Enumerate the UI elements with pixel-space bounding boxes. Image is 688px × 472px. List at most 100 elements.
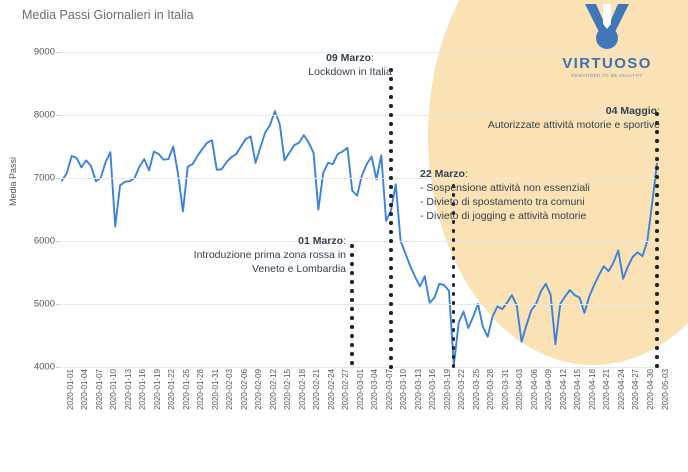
marker-dot [388, 338, 393, 342]
x-tick-label: 2020-04-21 [602, 369, 612, 410]
series-path [61, 110, 658, 367]
x-tick-label: 2020-04-15 [573, 369, 583, 410]
marker-dot [655, 238, 659, 242]
marker-dot [655, 328, 659, 332]
anno-colon: : [464, 168, 468, 180]
marker-dot [388, 176, 393, 180]
marker-dot [388, 302, 393, 306]
marker-dot [388, 140, 393, 144]
marker-dot [451, 274, 456, 278]
x-tick-label: 2020-04-12 [558, 369, 568, 410]
anno-22-marzo-line-3: - Divieto di jogging e attività motorie [420, 210, 587, 223]
marker-dot [388, 149, 393, 153]
x-tick-label: 2020-03-19 [442, 369, 452, 410]
marker-dot [388, 167, 393, 171]
marker-dot [350, 253, 354, 257]
marker-dot [655, 166, 659, 170]
x-tick-label: 2020-01-22 [167, 369, 177, 410]
marker-dot [388, 365, 393, 369]
marker-dot [350, 316, 354, 320]
x-axis-tick-labels: 2020-01-01 2020-01-04 2020-01-07 2020-01-10… [62, 369, 670, 469]
marker-dot [655, 193, 659, 197]
gridline [62, 367, 657, 368]
y-tick-mark [56, 367, 61, 368]
x-tick-label: 2020-01-31 [210, 369, 220, 410]
y-tick-label: 4000 [33, 361, 55, 373]
marker-dot [451, 283, 456, 287]
gridline [62, 115, 657, 116]
x-tick-label: 2020-02-06 [239, 369, 249, 410]
anno-22-marzo-line-1: - Sospensione attività non essenziali [420, 182, 590, 195]
marker-dot [388, 203, 393, 207]
x-tick-label: 2020-03-10 [399, 369, 409, 410]
marker-dot [655, 355, 659, 359]
gridline [62, 304, 657, 305]
marker-dot [350, 262, 354, 266]
marker-dot [388, 68, 393, 72]
marker-dot [451, 301, 456, 305]
x-tick-label: 2020-01-01 [65, 369, 75, 410]
marker-dot [451, 337, 456, 341]
gridline [62, 178, 657, 179]
x-tick-label: 2020-02-09 [254, 369, 264, 410]
x-tick-label: 2020-02-21 [312, 369, 322, 410]
x-tick-label: 2020-01-13 [123, 369, 133, 410]
series-line-media-passi [61, 110, 658, 367]
x-tick-label: 2020-03-25 [471, 369, 481, 410]
x-tick-label: 2020-03-16 [428, 369, 438, 410]
x-tick-label: 2020-01-28 [196, 369, 206, 410]
x-tick-label: 2020-02-15 [283, 369, 293, 410]
marker-dot [388, 77, 393, 81]
marker-dot [451, 328, 456, 332]
y-tick-label: 7000 [33, 172, 55, 184]
anno-colon: : [371, 52, 374, 64]
marker-dot [451, 319, 456, 323]
marker-dot [451, 265, 456, 269]
marker-dot [388, 320, 393, 324]
x-tick-label: 2020-04-18 [587, 369, 597, 410]
marker-dot [350, 280, 354, 284]
marker-dot [350, 289, 354, 293]
marker-dot [388, 356, 393, 360]
anno-22-marzo-heading: 22 Marzo [420, 168, 465, 180]
x-tick-label: 2020-01-25 [181, 369, 191, 410]
marker-dot [350, 343, 354, 347]
marker-dot [655, 130, 659, 134]
x-tick-label: 2020-02-12 [268, 369, 278, 410]
marker-dot [451, 364, 456, 368]
marker-dot [655, 301, 659, 305]
marker-dot [655, 346, 659, 350]
x-tick-label: 2020-04-03 [515, 369, 525, 410]
page-title: Media Passi Giornalieri in Italia [22, 8, 194, 22]
anno-01-marzo-line-1: Introduzione prima zona rossa in [193, 249, 346, 262]
marker-dot [655, 310, 659, 314]
y-tick-label: 6000 [33, 235, 55, 247]
anno-colon: : [343, 235, 346, 247]
anno-01-marzo: 01 Marzo: Introduzione prima zona rossa … [150, 234, 346, 276]
marker-dot [451, 184, 456, 188]
marker-dot [655, 157, 659, 161]
x-tick-label: 2020-05-03 [660, 369, 670, 410]
marker-dot [655, 112, 659, 116]
marker-dot [350, 352, 354, 356]
anno-09-marzo-heading: 09 Marzo [326, 52, 371, 64]
marker-dot [388, 158, 393, 162]
marker-dot [388, 239, 393, 243]
x-tick-label: 2020-04-30 [645, 369, 655, 410]
marker-dot [655, 121, 659, 125]
marker-dot [451, 355, 456, 359]
marker-dot [451, 202, 456, 206]
marker-dot [388, 329, 393, 333]
marker-dot [388, 230, 393, 234]
x-tick-label: 2020-02-03 [225, 369, 235, 410]
x-tick-label: 2020-03-28 [486, 369, 496, 410]
x-tick-label: 2020-03-31 [500, 369, 510, 410]
marker-dot [451, 247, 456, 251]
marker-dot [350, 298, 354, 302]
marker-dot [655, 274, 659, 278]
anno-colon: : [657, 105, 660, 117]
anno-04-maggio-heading: 04 Maggio [605, 105, 658, 117]
marker-dot [655, 292, 659, 296]
marker-dot [451, 229, 456, 233]
